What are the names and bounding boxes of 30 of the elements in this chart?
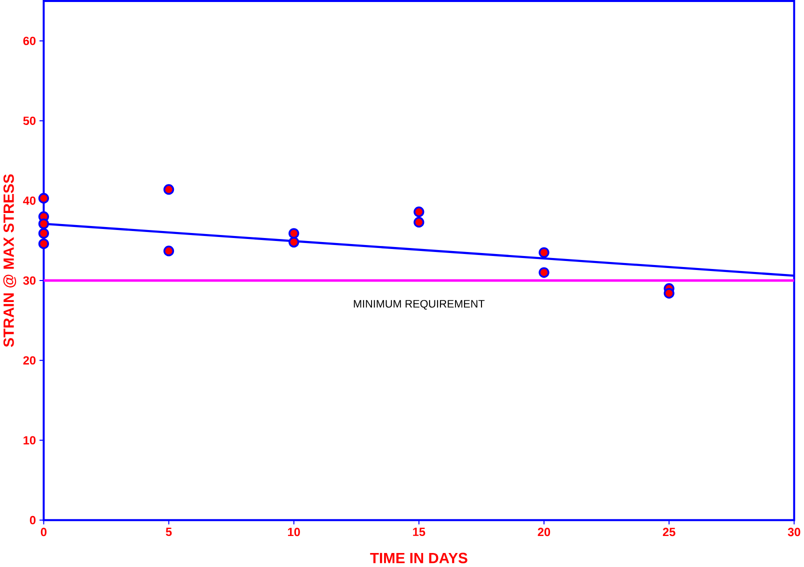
x-tick-label: 5 xyxy=(166,528,172,536)
point xyxy=(414,206,424,218)
point xyxy=(38,238,50,250)
x-tick-label: 25 xyxy=(662,528,676,536)
point xyxy=(664,288,674,299)
point xyxy=(538,247,550,258)
point xyxy=(288,237,300,248)
y-tick-label: 10 xyxy=(24,436,36,445)
point xyxy=(38,218,50,230)
x-tick-label: 15 xyxy=(413,528,426,536)
y-tick-label: 20 xyxy=(23,356,36,365)
point xyxy=(538,267,550,278)
point xyxy=(288,228,300,239)
y-tick-label: 60 xyxy=(23,36,36,46)
x-axis-title: TIME IN DAYS xyxy=(370,553,468,564)
y-tick-label: 50 xyxy=(23,116,36,126)
x-tick-label: 10 xyxy=(288,528,300,536)
x-tick-label: 30 xyxy=(788,528,800,536)
point xyxy=(414,217,424,228)
point xyxy=(38,228,50,239)
point xyxy=(163,184,174,196)
ref-line-label: MINIMUM REQUIREMENT xyxy=(354,300,485,310)
y-tick-label: 30 xyxy=(23,276,36,285)
point xyxy=(163,246,174,257)
y-tick-label: 0 xyxy=(30,516,36,525)
y-tick-label: 40 xyxy=(23,196,36,206)
y-axis-title: STRAIN @ MAX STRESS xyxy=(3,174,16,348)
point xyxy=(38,193,50,204)
x-tick-label: 0 xyxy=(40,528,46,536)
x-tick-label: 20 xyxy=(538,528,550,536)
